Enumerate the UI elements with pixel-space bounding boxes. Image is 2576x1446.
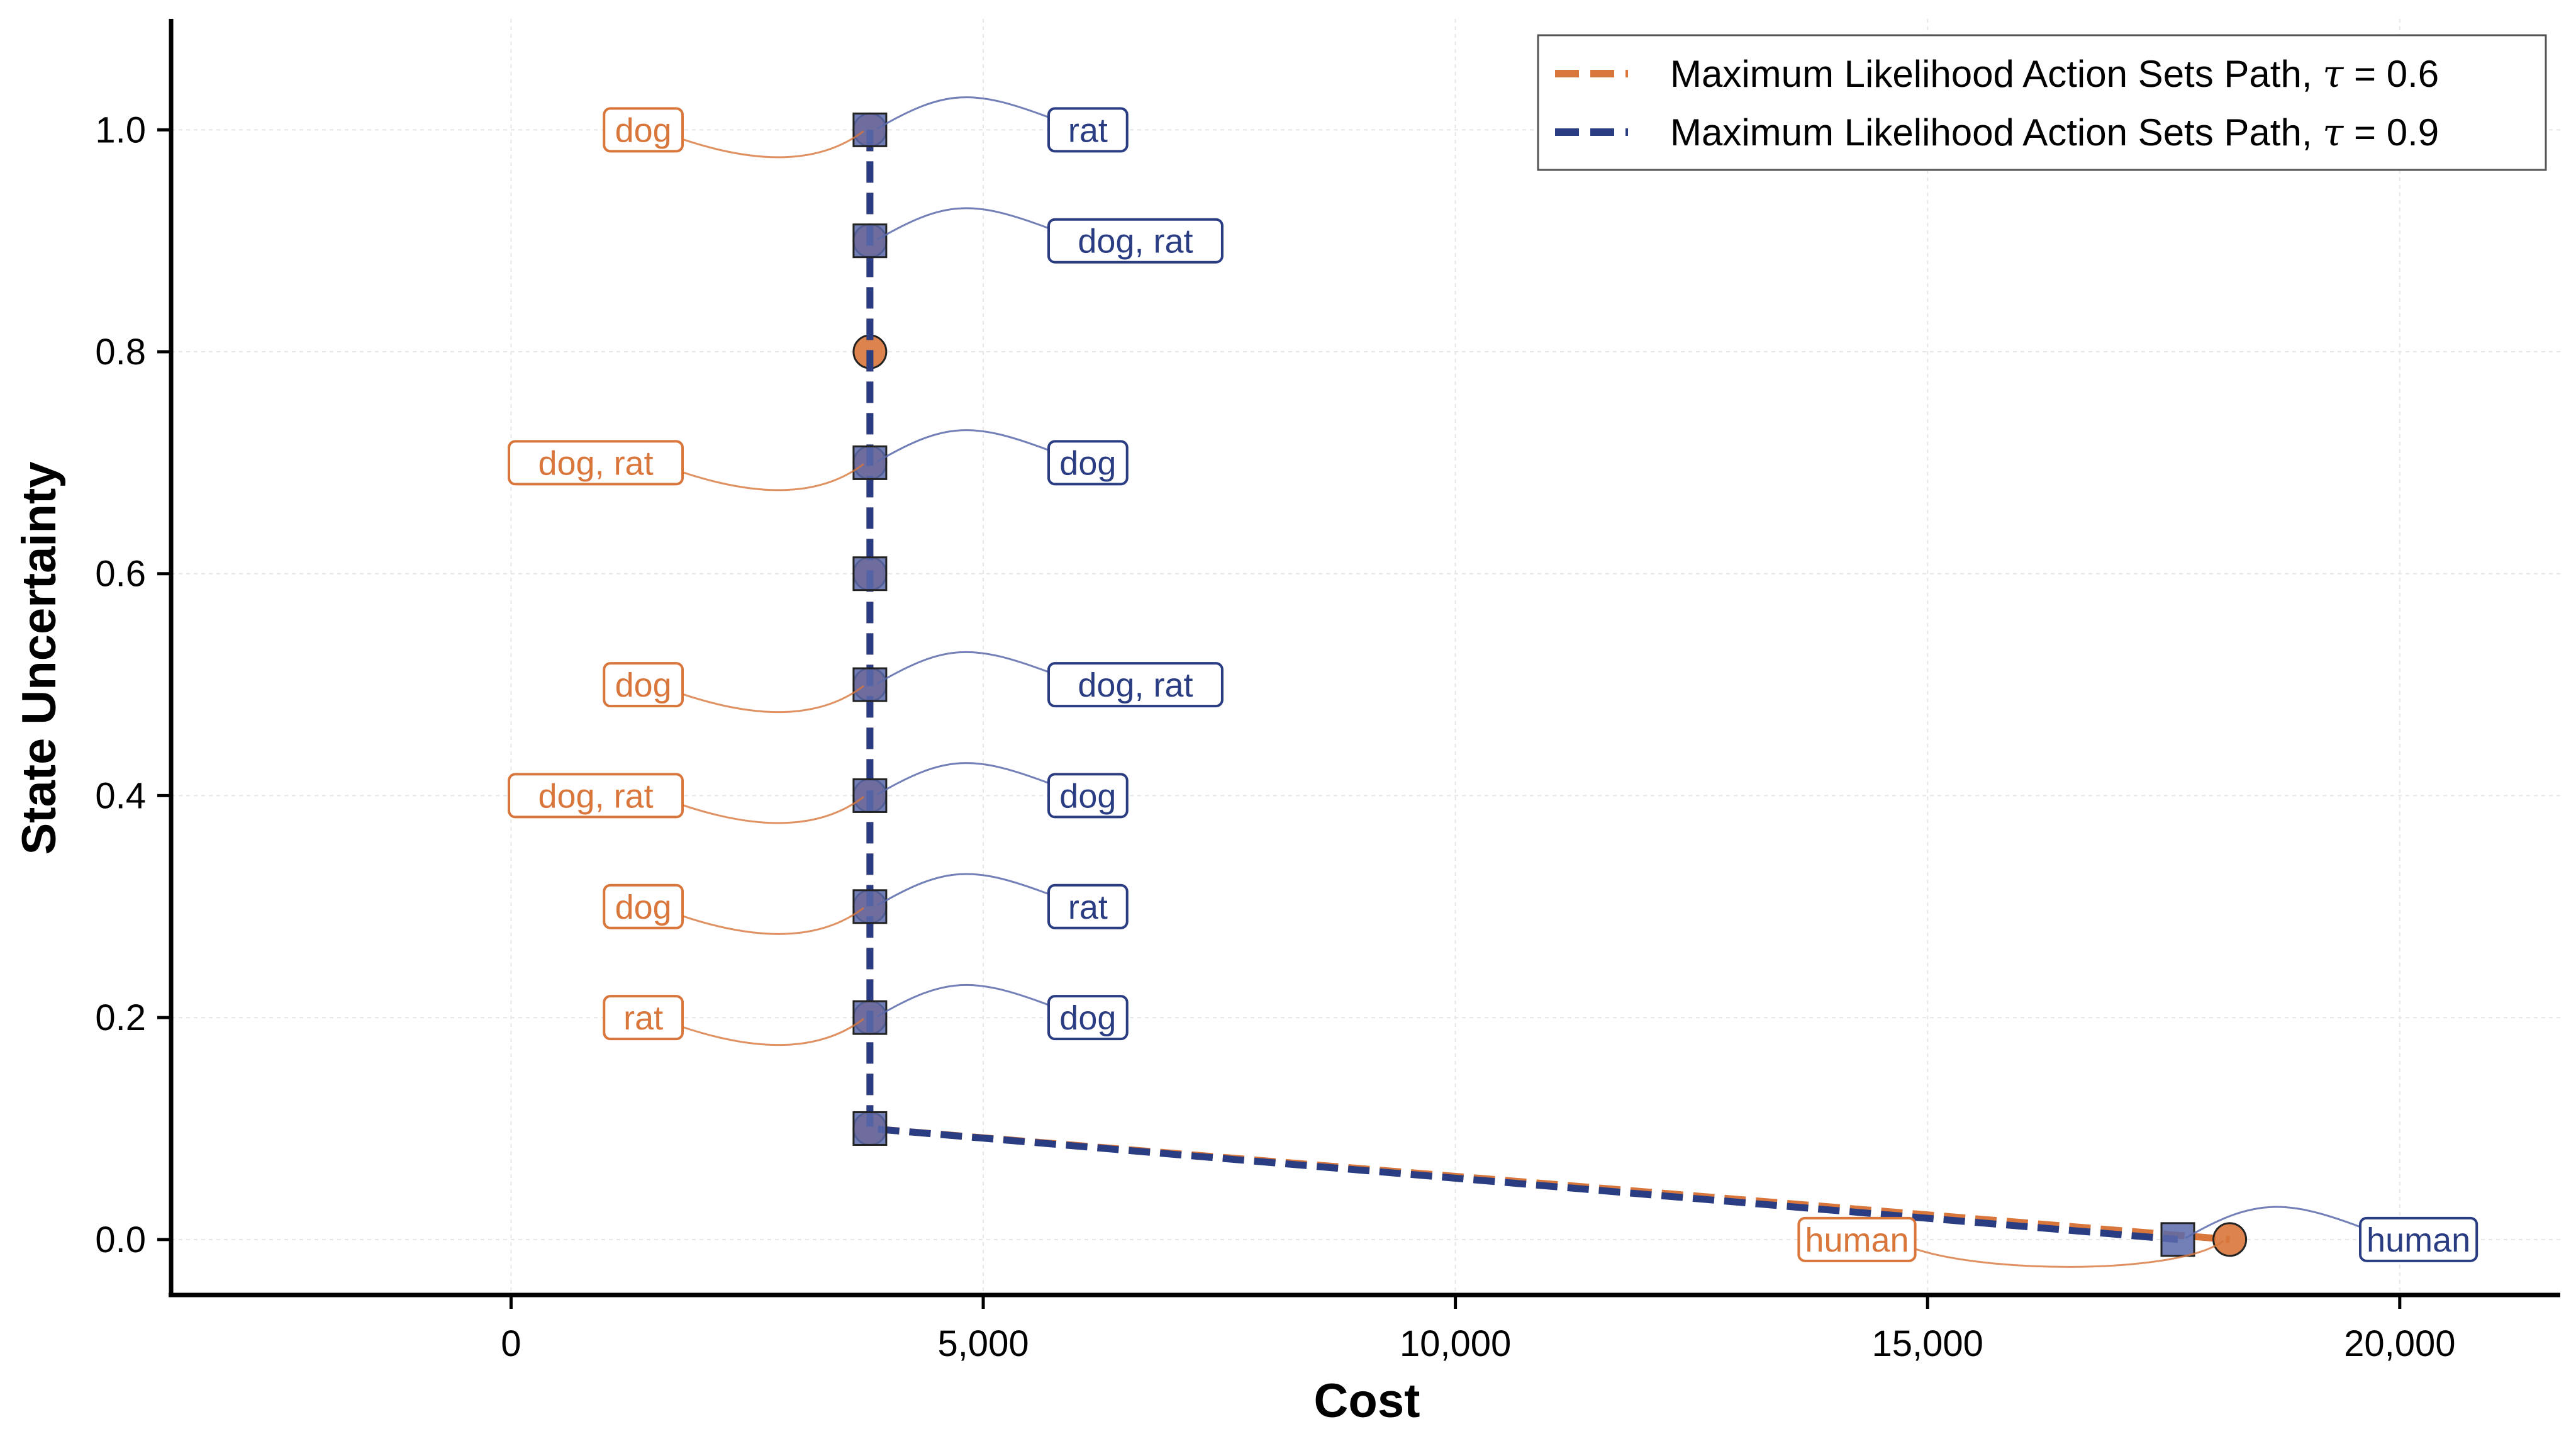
data-point-circle	[2212, 1222, 2248, 1257]
annotation-box	[1047, 662, 1224, 708]
annotation-connector	[1915, 1240, 2224, 1268]
series-line	[866, 130, 2178, 1243]
annotation-tau-0.6: rat	[603, 995, 864, 1046]
annotation-label: human	[1805, 1221, 1909, 1259]
x-axis-label: Cost	[1314, 1374, 1420, 1428]
annotation-connector	[682, 463, 864, 491]
legend-label-tau-0.6: Maximum Likelihood Action Sets Path, τ =…	[1670, 52, 2439, 96]
annotation-tau-0.9: human	[2185, 1206, 2478, 1262]
annotation-box	[1047, 995, 1129, 1041]
annotation-label: dog, rat	[1078, 666, 1193, 704]
annotation-box	[603, 883, 684, 929]
annotation-connector	[2185, 1206, 2361, 1240]
annotation-box	[1047, 107, 1129, 153]
annotation-label: dog, rat	[538, 444, 653, 482]
annotation-connector	[877, 651, 1049, 685]
y-tick-label: 0.6	[95, 554, 146, 595]
y-tick-label: 0.4	[95, 775, 146, 816]
annotation-box	[603, 995, 684, 1041]
annotation-box	[1047, 883, 1129, 929]
x-tick-label: 5,000	[937, 1323, 1029, 1364]
data-point-square	[852, 778, 888, 813]
annotation-label: dog	[615, 888, 672, 926]
y-axis-label: State Uncertainty	[13, 461, 66, 855]
annotation-tau-0.6: dog	[603, 107, 864, 159]
legend: Maximum Likelihood Action Sets Path, τ =…	[1537, 34, 2547, 171]
annotation-box	[1047, 773, 1129, 819]
data-point-square	[852, 1000, 888, 1035]
annotation-tau-0.6: dog	[603, 883, 864, 935]
annotation-tau-0.9: dog, rat	[877, 207, 1224, 264]
annotation-tau-0.6: dog	[603, 662, 864, 714]
data-point-square	[2160, 1222, 2195, 1257]
series-layer	[852, 112, 2248, 1257]
annotation-label: rat	[1068, 111, 1108, 149]
y-tick-label: 0.0	[95, 1219, 146, 1260]
data-point-square	[852, 445, 888, 480]
series-tau-0.9	[852, 112, 2195, 1257]
grid	[171, 19, 2560, 1295]
x-tick-label: 15,000	[1872, 1323, 1983, 1364]
annotation-connector	[682, 907, 864, 935]
annotation-tau-0.6: dog, rat	[508, 440, 864, 491]
annotation-label: rat	[623, 999, 663, 1037]
legend-frame	[1537, 34, 2547, 171]
annotation-label: dog	[1059, 777, 1116, 815]
legend-label-tau-0.9: Maximum Likelihood Action Sets Path, τ =…	[1670, 111, 2439, 155]
annotation-tau-0.9: dog	[877, 984, 1129, 1041]
y-tick-label: 0.2	[95, 997, 146, 1038]
x-tick-label: 10,000	[1400, 1323, 1511, 1364]
annotation-label: dog, rat	[1078, 223, 1193, 261]
annotation-label: dog, rat	[538, 777, 653, 815]
x-tick-label: 0	[501, 1323, 521, 1364]
annotation-connector	[877, 207, 1049, 240]
annotation-box	[1047, 218, 1224, 264]
annotation-tau-0.9: rat	[877, 873, 1129, 929]
y-tick-label: 1.0	[95, 109, 146, 150]
annotation-connector	[682, 1017, 864, 1046]
annotation-box	[1797, 1216, 1917, 1262]
annotation-box	[508, 440, 684, 486]
annotation-tau-0.6: human	[1797, 1216, 2224, 1268]
annotation-label: dog	[615, 111, 672, 149]
annotation-connector	[682, 796, 864, 824]
y-tick-label: 0.8	[95, 332, 146, 373]
annotation-connector	[877, 984, 1049, 1017]
axes	[169, 19, 2560, 1297]
annotation-box	[603, 662, 684, 708]
data-point-square	[852, 112, 888, 147]
annotation-label: dog	[1059, 444, 1116, 482]
x-tick-label: 20,000	[2344, 1323, 2455, 1364]
annotation-connector	[877, 96, 1049, 130]
annotation-connector	[877, 873, 1049, 907]
annotation-box	[508, 773, 684, 819]
annotation-tau-0.9: dog	[877, 429, 1129, 486]
annotation-box	[1047, 440, 1129, 486]
annotation-box	[2359, 1216, 2478, 1262]
annotation-connector	[682, 685, 864, 714]
annotation-connector	[877, 762, 1049, 795]
annotation-tau-0.9: dog, rat	[877, 651, 1224, 708]
data-point-square	[852, 1111, 888, 1146]
annotation-connector	[877, 429, 1049, 462]
annotation-label: human	[2367, 1221, 2470, 1259]
ticks: 0 5,000 10,000 15,000 20,000 0.0 0.2 0.4 0.6 0.8 1…	[95, 109, 2455, 1364]
annotation-label: dog	[1059, 999, 1116, 1037]
annotation-label: dog	[615, 666, 672, 704]
data-point-square	[852, 667, 888, 702]
annotation-box	[603, 107, 684, 153]
annotation-label: rat	[1068, 888, 1108, 926]
annotation-layer: dog dog, rat dog dog, rat dog rat human rat dog,…	[508, 96, 2478, 1268]
data-point-square	[852, 556, 888, 591]
annotation-tau-0.9: dog	[877, 762, 1129, 819]
annotation-connector	[682, 130, 864, 159]
data-point-square	[852, 889, 888, 924]
data-point-square	[852, 223, 888, 259]
annotation-tau-0.9: rat	[877, 96, 1129, 153]
annotation-tau-0.6: dog, rat	[508, 773, 864, 824]
